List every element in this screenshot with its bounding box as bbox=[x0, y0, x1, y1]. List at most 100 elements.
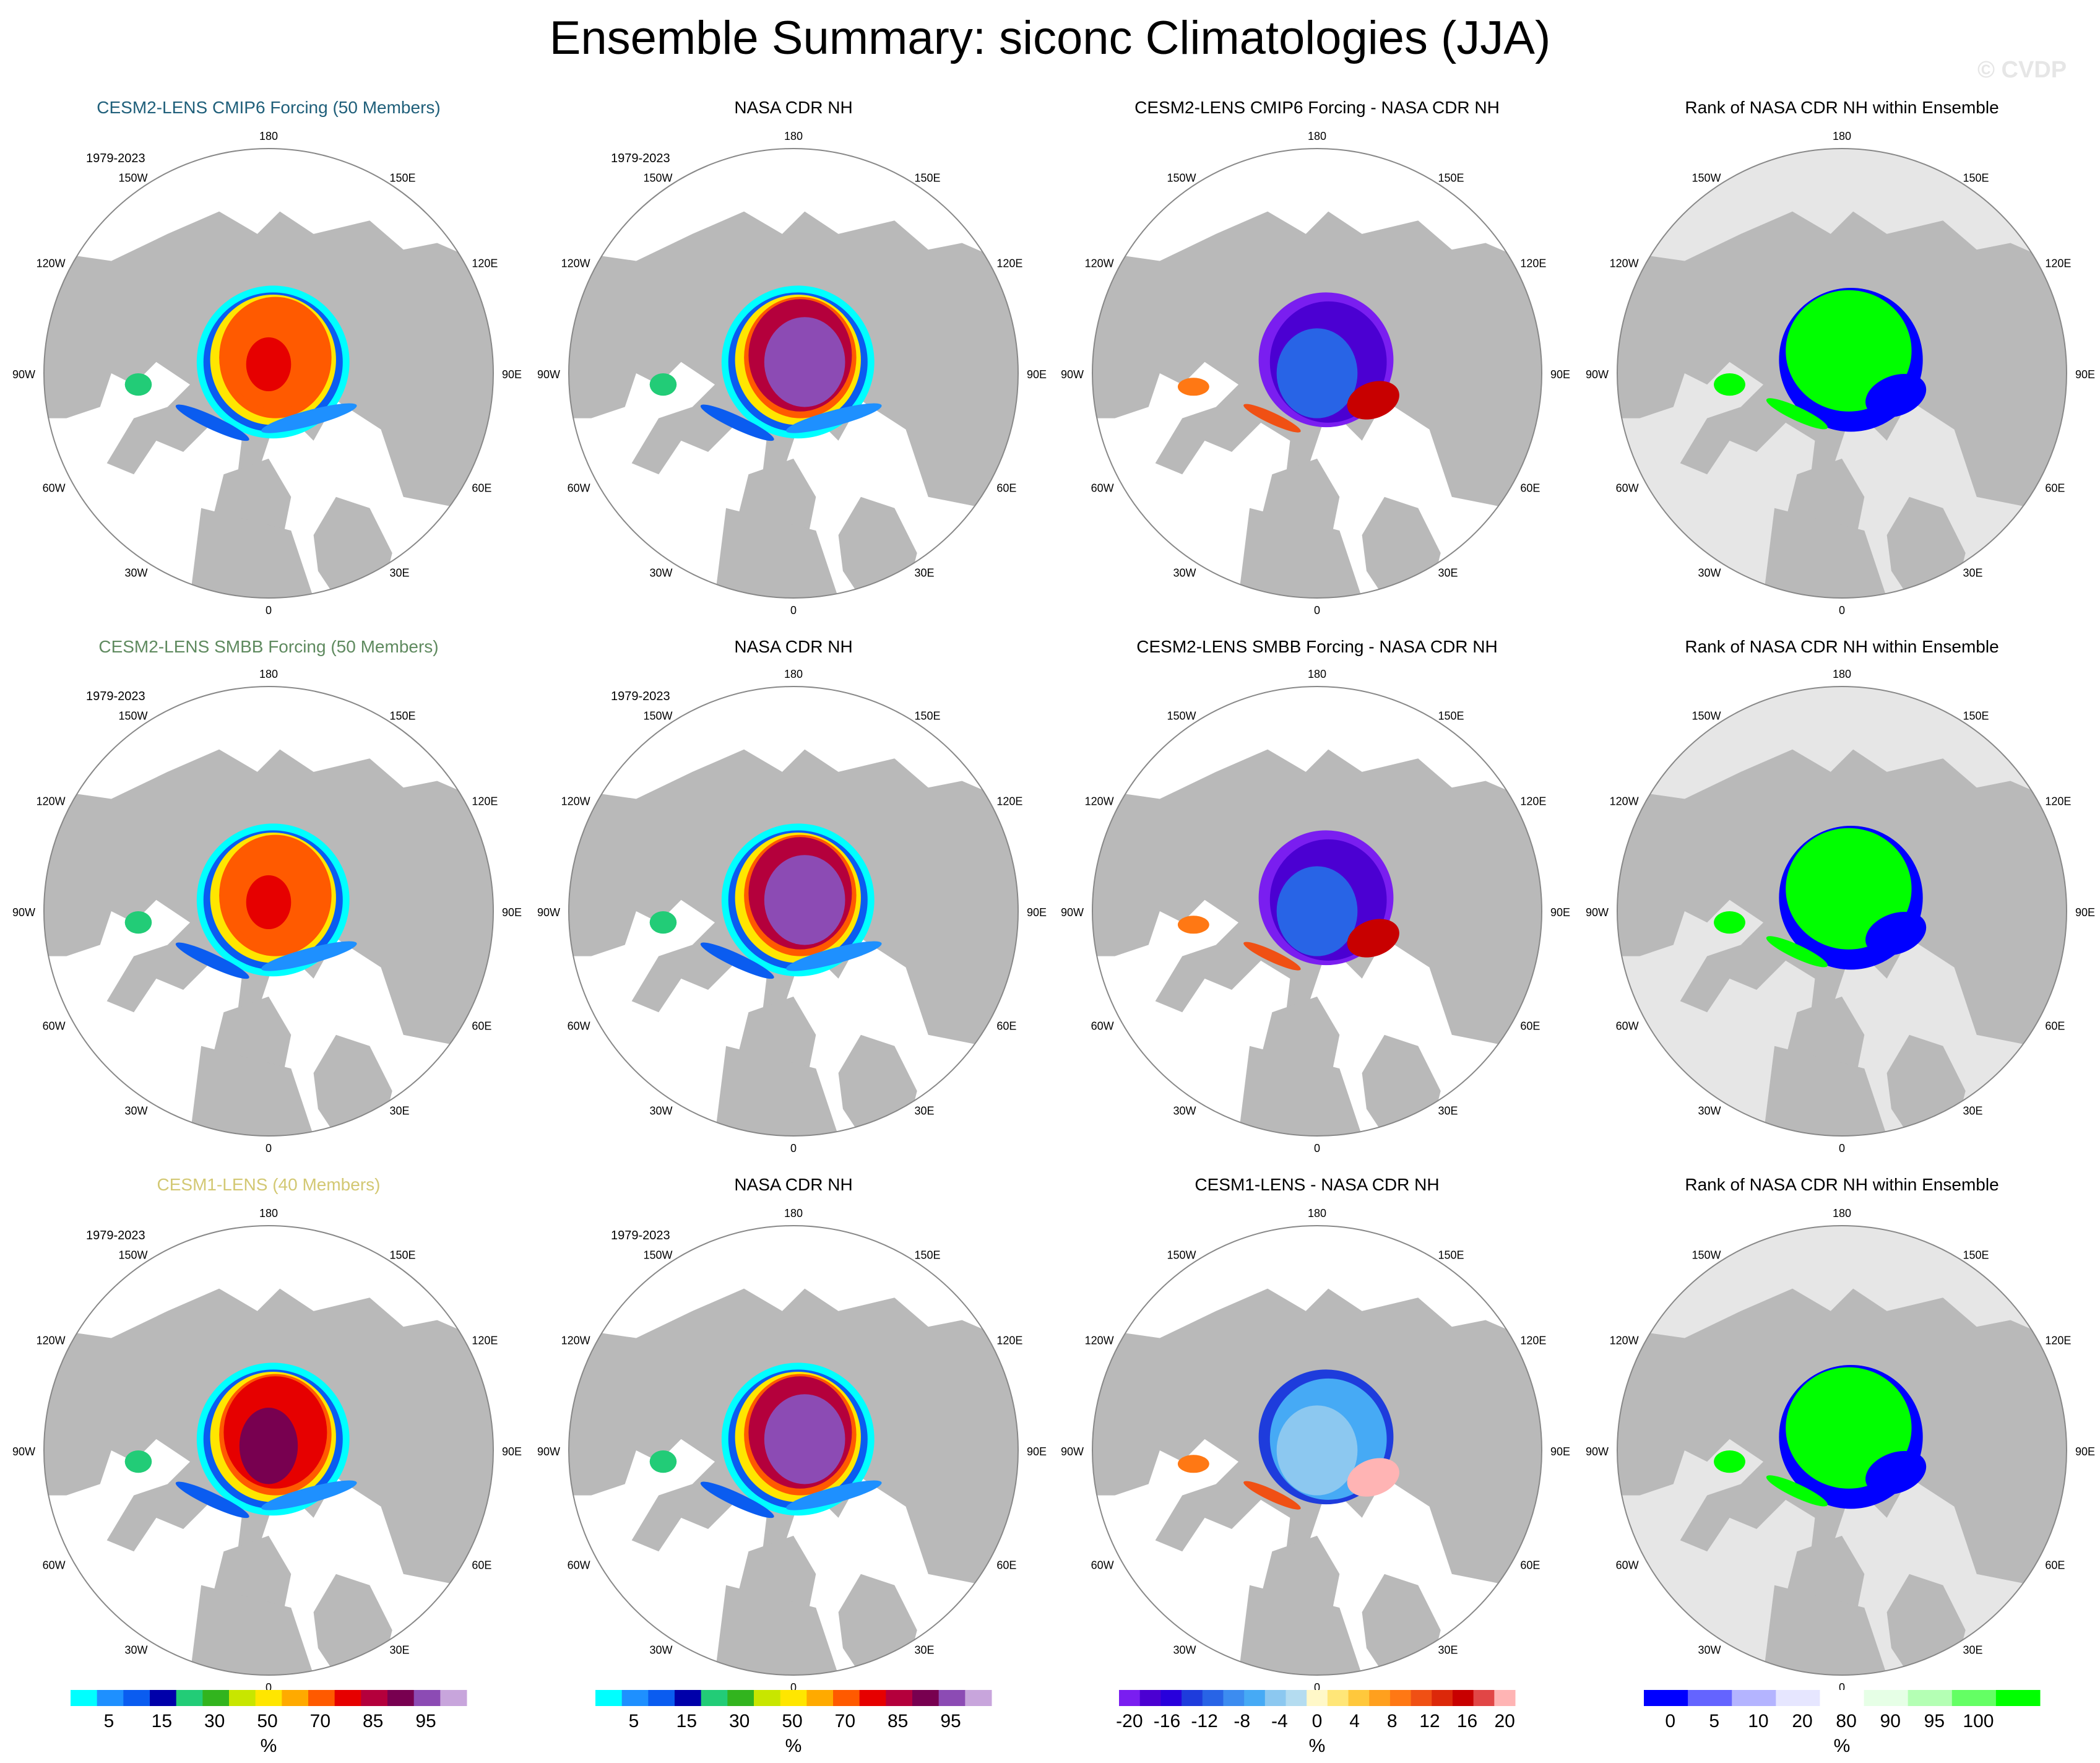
colorbar-swatch bbox=[595, 1690, 623, 1706]
lon-label-left: 90W bbox=[12, 368, 35, 381]
lon-label-right: 90E bbox=[2075, 1445, 2095, 1458]
colorbar-tick-label: 100 bbox=[1963, 1711, 1994, 1731]
lon-label-mid_lower_right: 60E bbox=[996, 482, 1016, 495]
colorbar-tick-label: 30 bbox=[204, 1711, 225, 1731]
lon-label-lower_left: 30W bbox=[124, 1644, 147, 1656]
colorbar-swatch bbox=[1369, 1690, 1391, 1706]
panel-title: NASA CDR NH bbox=[734, 637, 853, 656]
colorbar-swatch bbox=[334, 1690, 361, 1706]
lon-label-upper_right: 150E bbox=[390, 1249, 416, 1262]
lon-label-right: 90E bbox=[502, 1445, 522, 1458]
rank-channel bbox=[1766, 1475, 1828, 1507]
ice-hudson bbox=[124, 911, 152, 934]
lon-label-mid_lower_right: 60E bbox=[2045, 482, 2065, 495]
lon-label-upper_left: 150W bbox=[1167, 1249, 1196, 1262]
colorbar-tick-label: 85 bbox=[888, 1711, 908, 1731]
colorbar-tick-label: 5 bbox=[629, 1711, 639, 1731]
lon-label-lower_left: 30W bbox=[124, 1104, 147, 1117]
colorbar-swatch bbox=[123, 1690, 150, 1706]
lon-label-mid_lower_right: 60E bbox=[2045, 1559, 2065, 1572]
panel-title: Rank of NASA CDR NH within Ensemble bbox=[1685, 637, 1999, 656]
ice-channel-left bbox=[700, 942, 774, 979]
ice-band-80 bbox=[246, 875, 292, 930]
colorbar-swatch bbox=[727, 1690, 754, 1706]
lon-label-mid_upper_left: 120W bbox=[561, 258, 590, 270]
period-label: 1979-2023 bbox=[86, 152, 145, 165]
lon-label-right: 90E bbox=[2075, 368, 2095, 381]
lon-label-lower_left: 30W bbox=[1698, 566, 1721, 579]
lon-label-left: 90W bbox=[12, 906, 35, 919]
colorbar-swatch bbox=[229, 1690, 256, 1706]
ice-band-95 bbox=[764, 855, 845, 945]
colorbar-swatch bbox=[1732, 1690, 1776, 1706]
colorbar-swatch bbox=[1776, 1690, 1820, 1706]
ice-channel-left bbox=[700, 404, 774, 441]
map-border bbox=[1092, 686, 1542, 1137]
colorbar-tick-label: -12 bbox=[1191, 1711, 1217, 1731]
lon-label-mid_upper_right: 120E bbox=[1520, 258, 1546, 270]
colorbar-tick-label: 70 bbox=[310, 1711, 331, 1731]
period-label: 1979-2023 bbox=[86, 1229, 145, 1242]
map-panel-diff: 180 0 150W 150E 120W 120E 90W 90E 60W 60E 30W 30E bbox=[1061, 668, 1570, 1154]
lon-label-bottom: 0 bbox=[790, 604, 797, 617]
land-europe bbox=[189, 1585, 314, 1675]
lon-label-upper_left: 150W bbox=[118, 710, 147, 722]
diff-core bbox=[1276, 1405, 1358, 1496]
colorbar-swatch bbox=[806, 1690, 834, 1706]
diff-hudson bbox=[1177, 916, 1209, 934]
colorbar-swatch bbox=[1688, 1690, 1732, 1706]
lon-label-mid_upper_left: 120W bbox=[1085, 258, 1114, 270]
diff-core bbox=[1276, 328, 1358, 418]
rank-barents bbox=[1865, 912, 1927, 956]
colorbar-swatch bbox=[1182, 1690, 1203, 1706]
diff-barents bbox=[1347, 1458, 1399, 1497]
lon-label-mid_lower_left: 60W bbox=[43, 1020, 66, 1033]
diff-barents bbox=[1347, 381, 1399, 420]
lon-label-mid_upper_left: 120W bbox=[561, 1335, 590, 1347]
polar-map bbox=[1092, 148, 1542, 599]
lon-label-mid_upper_left: 120W bbox=[561, 795, 590, 808]
map-border bbox=[1617, 686, 2067, 1137]
colorbar-tick-label: 20 bbox=[1494, 1711, 1515, 1731]
lon-label-mid_lower_right: 60E bbox=[1520, 1559, 1540, 1572]
ice-hudson bbox=[649, 1450, 677, 1473]
lon-label-mid_upper_right: 120E bbox=[472, 258, 498, 270]
panel-title: CESM1-LENS - NASA CDR NH bbox=[1195, 1175, 1440, 1194]
rank-hudson bbox=[1714, 373, 1745, 396]
lon-label-mid_lower_left: 60W bbox=[568, 482, 590, 495]
lon-label-mid_upper_left: 120W bbox=[37, 795, 66, 808]
colorbar-swatch bbox=[886, 1690, 913, 1706]
colorbar-swatch bbox=[1473, 1690, 1495, 1706]
colorbar-swatch bbox=[621, 1690, 649, 1706]
lon-label-mid_lower_right: 60E bbox=[996, 1559, 1016, 1572]
land-europe bbox=[189, 508, 314, 598]
map-border bbox=[43, 686, 494, 1137]
colorbar-diff: -20 -16 -12 -8 -4 0 4 8 12 16 20% bbox=[1116, 1690, 1516, 1756]
lon-label-mid_upper_right: 120E bbox=[2045, 258, 2071, 270]
lon-label-lower_right: 30E bbox=[915, 566, 935, 579]
lon-label-bottom: 0 bbox=[266, 1681, 272, 1694]
land-europe bbox=[1763, 508, 1887, 598]
lon-label-left: 90W bbox=[537, 906, 560, 919]
period-label: 1979-2023 bbox=[611, 1229, 670, 1242]
land-europe bbox=[1763, 1585, 1887, 1675]
colorbar-swatch bbox=[1452, 1690, 1474, 1706]
colorbar-tick-label: 90 bbox=[1880, 1711, 1901, 1731]
colorbar-tick-label: 95 bbox=[415, 1711, 436, 1731]
diff-barents bbox=[1347, 919, 1399, 958]
lon-label-right: 90E bbox=[502, 906, 522, 919]
lon-label-left: 90W bbox=[1061, 1445, 1084, 1458]
lon-label-top: 180 bbox=[259, 130, 278, 142]
diff-hudson bbox=[1177, 1455, 1209, 1473]
panel-title: CESM2-LENS CMIP6 Forcing (50 Members) bbox=[97, 98, 441, 117]
ice-channel-right bbox=[261, 403, 357, 433]
map-border bbox=[1092, 148, 1542, 599]
ice-channel-left bbox=[700, 1481, 774, 1518]
lon-label-mid_upper_left: 120W bbox=[1085, 795, 1114, 808]
cvdp-watermark: © CVDP bbox=[1977, 57, 2067, 83]
period-label: 1979-2023 bbox=[611, 152, 670, 165]
map-border bbox=[43, 1225, 494, 1676]
rank-channel bbox=[1766, 398, 1828, 430]
colorbar-swatch bbox=[965, 1690, 992, 1706]
map-panel-conc: 180 0 150W 150E 120W 120E 90W 90E 60W 60E 30W 30E 19… bbox=[537, 1207, 1047, 1694]
